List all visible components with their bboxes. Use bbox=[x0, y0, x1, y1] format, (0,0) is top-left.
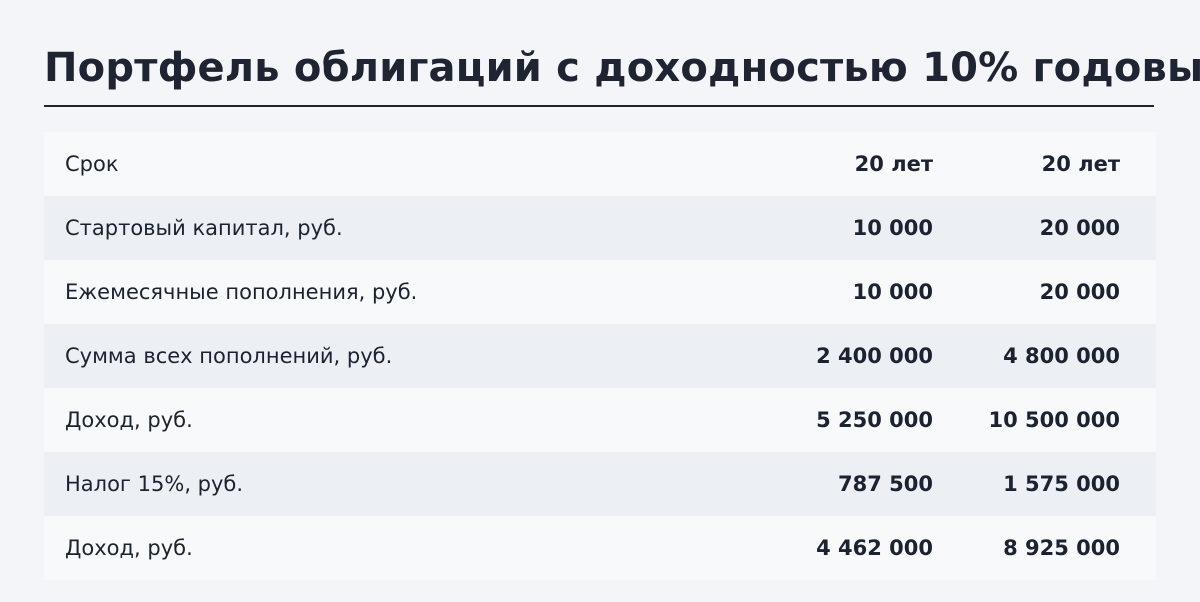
table-row-net-income: Доход, руб. 4 462 000 8 925 000 bbox=[44, 516, 1156, 580]
value-column-1: 4 462 000 bbox=[816, 536, 933, 560]
value-column-2: 20 000 bbox=[1039, 216, 1120, 240]
value-column-1: 787 500 bbox=[838, 472, 933, 496]
comparison-table: Срок 20 лет 20 лет Стартовый капитал, ру… bbox=[44, 132, 1156, 580]
value-column-2: 8 925 000 bbox=[1003, 536, 1120, 560]
table-row-tax: Налог 15%, руб. 787 500 1 575 000 bbox=[44, 452, 1156, 516]
table-row-start-capital: Стартовый капитал, руб. 10 000 20 000 bbox=[44, 196, 1156, 260]
value-column-2: 10 500 000 bbox=[988, 408, 1120, 432]
table-row-monthly-deposits: Ежемесячные пополнения, руб. 10 000 20 0… bbox=[44, 260, 1156, 324]
value-column-1: 2 400 000 bbox=[816, 344, 933, 368]
value-column-2: 20 000 bbox=[1039, 280, 1120, 304]
value-column-1: 20 лет bbox=[854, 152, 933, 176]
row-label: Доход, руб. bbox=[65, 408, 193, 432]
table-row-total-deposits: Сумма всех пополнений, руб. 2 400 000 4 … bbox=[44, 324, 1156, 388]
value-column-1: 10 000 bbox=[852, 280, 933, 304]
row-label: Стартовый капитал, руб. bbox=[65, 216, 343, 240]
table-row-term: Срок 20 лет 20 лет bbox=[44, 132, 1156, 196]
value-column-2: 20 лет bbox=[1041, 152, 1120, 176]
row-label: Налог 15%, руб. bbox=[65, 472, 244, 496]
row-label: Ежемесячные пополнения, руб. bbox=[65, 280, 418, 304]
value-column-2: 1 575 000 bbox=[1003, 472, 1120, 496]
row-label: Сумма всех пополнений, руб. bbox=[65, 344, 393, 368]
page-title: Портфель облигаций с доходностью 10% год… bbox=[44, 45, 1200, 91]
title-divider bbox=[44, 105, 1154, 107]
table-row-income: Доход, руб. 5 250 000 10 500 000 bbox=[44, 388, 1156, 452]
value-column-1: 5 250 000 bbox=[816, 408, 933, 432]
row-label: Доход, руб. bbox=[65, 536, 193, 560]
row-label: Срок bbox=[65, 152, 119, 176]
value-column-2: 4 800 000 bbox=[1003, 344, 1120, 368]
value-column-1: 10 000 bbox=[852, 216, 933, 240]
